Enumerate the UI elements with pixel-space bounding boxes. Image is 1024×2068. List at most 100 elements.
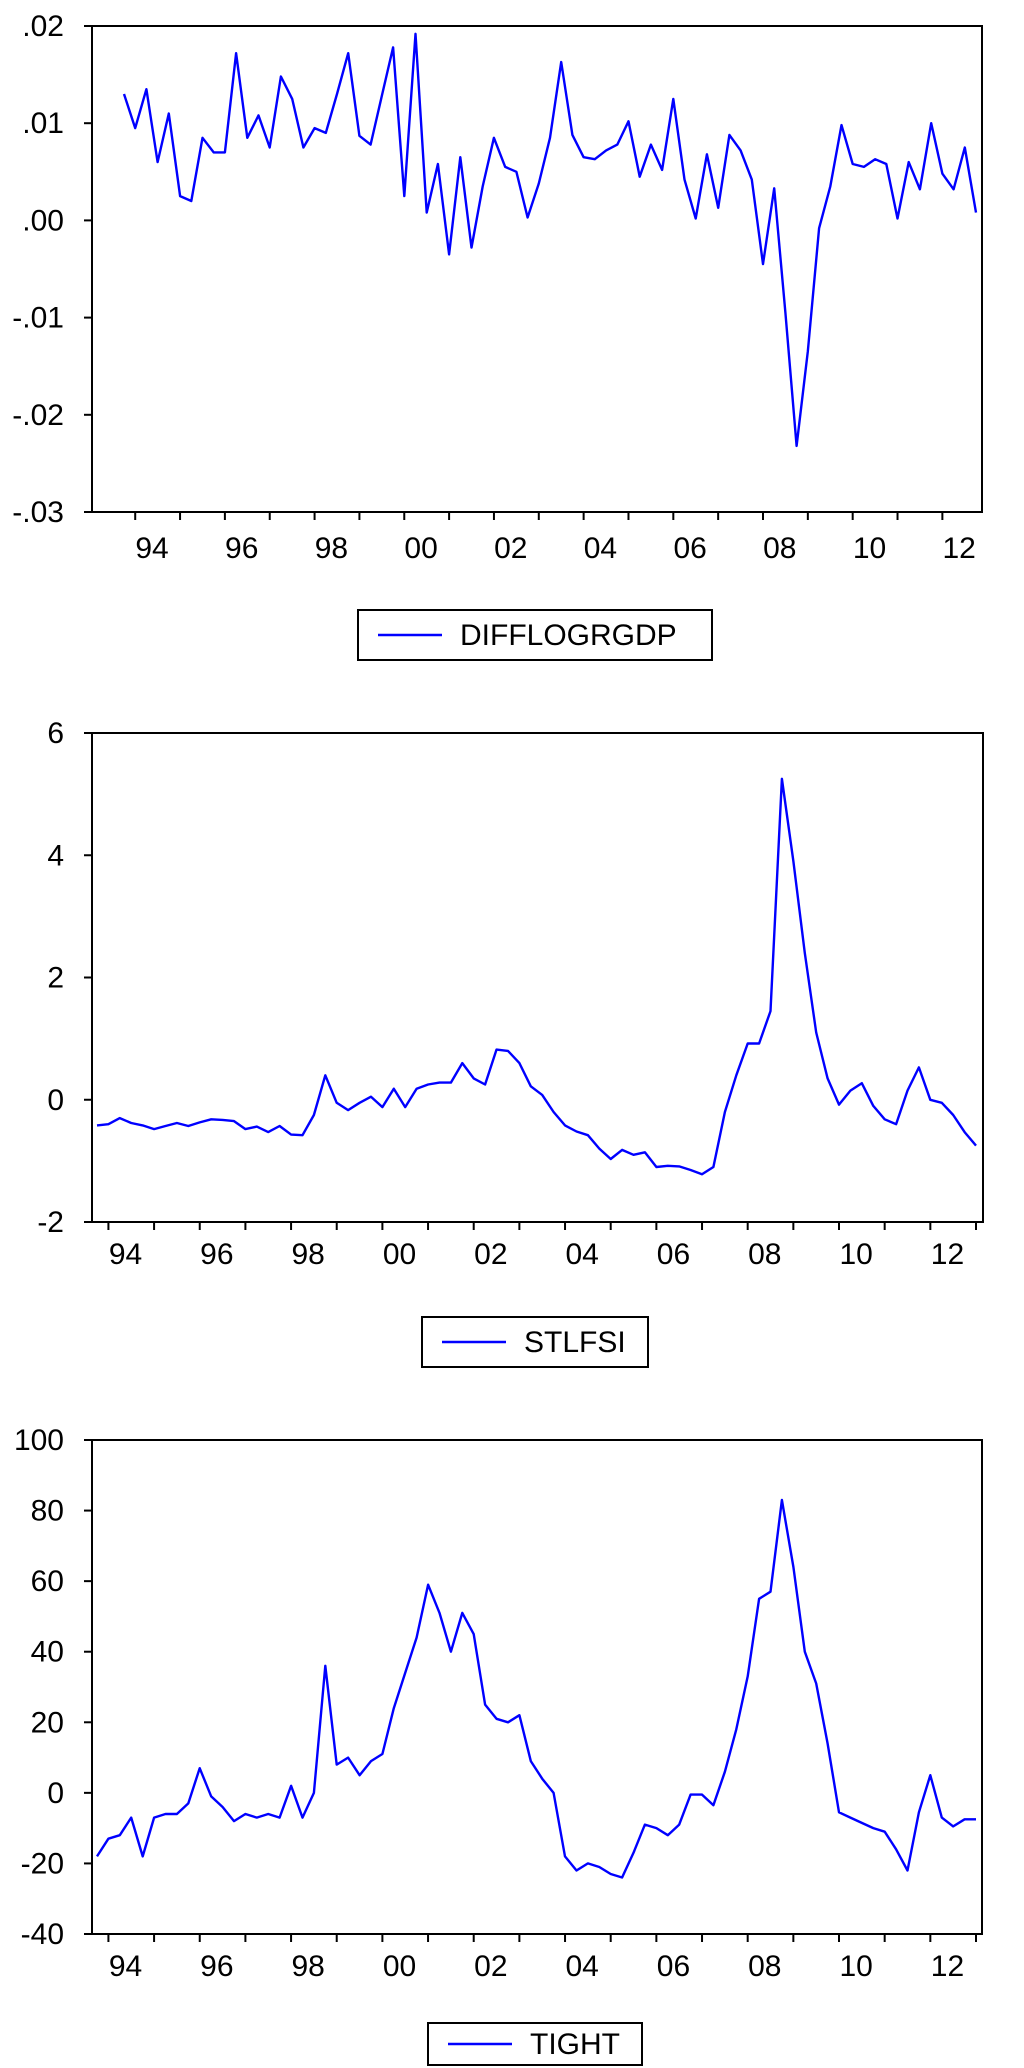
data-point xyxy=(941,1102,943,1104)
data-point xyxy=(199,1767,201,1769)
y-tick-label: 6 xyxy=(47,717,64,750)
data-point xyxy=(530,1760,532,1762)
data-point xyxy=(507,1721,509,1723)
data-point xyxy=(427,1583,429,1585)
data-point xyxy=(587,1862,589,1864)
data-point xyxy=(96,1855,98,1857)
legend-label: DIFFLOGRGDP xyxy=(460,619,677,652)
data-point xyxy=(358,1774,360,1776)
data-point xyxy=(403,195,405,197)
data-point xyxy=(575,1130,577,1132)
x-tick-label: 04 xyxy=(565,1238,598,1271)
data-point xyxy=(861,1082,863,1084)
y-tick-label: .00 xyxy=(22,204,64,237)
data-point xyxy=(381,1106,383,1108)
data-point xyxy=(883,1118,885,1120)
data-point xyxy=(541,1778,543,1780)
data-point xyxy=(459,156,461,158)
data-point xyxy=(610,1873,612,1875)
data-point xyxy=(358,135,360,137)
data-point xyxy=(667,1834,669,1836)
data-point xyxy=(717,207,719,209)
y-tick-label: 2 xyxy=(47,962,64,995)
data-point xyxy=(896,217,898,219)
data-point xyxy=(404,1672,406,1674)
data-point xyxy=(538,182,540,184)
data-point xyxy=(119,1834,121,1836)
data-point xyxy=(621,1149,623,1151)
data-point xyxy=(415,1088,417,1090)
data-point xyxy=(804,1651,806,1653)
data-point xyxy=(807,350,809,352)
y-tick-label: .01 xyxy=(22,107,64,140)
data-point xyxy=(952,1825,954,1827)
data-point xyxy=(751,178,753,180)
data-point xyxy=(123,93,125,95)
data-point xyxy=(667,1165,669,1167)
data-point xyxy=(758,1042,760,1044)
data-point xyxy=(952,188,954,190)
data-point xyxy=(735,1074,737,1076)
x-tick-label: 98 xyxy=(315,532,348,565)
data-point xyxy=(358,1102,360,1104)
data-point xyxy=(930,122,932,124)
data-point xyxy=(450,1651,452,1653)
y-tick-label: 80 xyxy=(31,1495,64,1528)
data-point xyxy=(347,52,349,54)
x-tick-label: 06 xyxy=(657,1950,690,1983)
x-tick-label: 10 xyxy=(839,1238,872,1271)
chart-tight: 100 80 60 40 20 0 -20 -40 94 96 98 00 02 04 06 08 10 12 TI… xyxy=(14,1424,983,2066)
data-point xyxy=(815,1031,817,1033)
legend-label: TIGHT xyxy=(530,2028,620,2061)
data-point xyxy=(587,1134,589,1136)
y-tick-label: 20 xyxy=(31,1706,64,1739)
data-point xyxy=(701,1793,703,1795)
data-point xyxy=(415,1636,417,1638)
data-point xyxy=(963,1818,965,1820)
data-point xyxy=(495,1048,497,1050)
data-point xyxy=(838,1811,840,1813)
legend: TIGHT xyxy=(427,2022,643,2066)
data-point xyxy=(493,137,495,139)
chart-stlfsi: 6 4 2 0 -2 94 96 98 00 02 04 06 08 10 12 STLFSI xyxy=(37,717,984,1368)
data-point xyxy=(689,1793,691,1795)
data-point xyxy=(425,211,427,213)
data-point xyxy=(672,98,674,100)
data-point xyxy=(644,1823,646,1825)
data-point xyxy=(461,1612,463,1614)
data-point xyxy=(849,1816,851,1818)
data-point xyxy=(541,1094,543,1096)
x-tick-label: 04 xyxy=(584,532,617,565)
data-point xyxy=(504,166,506,168)
y-tick-label: -.01 xyxy=(12,302,64,335)
data-point xyxy=(781,1499,783,1501)
data-point xyxy=(689,1169,691,1171)
y-tick-label: -.03 xyxy=(12,496,64,529)
x-tick-label: 12 xyxy=(931,1238,964,1271)
data-point xyxy=(885,163,887,165)
data-point xyxy=(712,1166,714,1168)
data-point xyxy=(964,146,966,148)
data-point xyxy=(235,52,237,54)
data-point xyxy=(929,1099,931,1101)
data-point xyxy=(598,1866,600,1868)
x-tick-label: 98 xyxy=(292,1950,325,1983)
x-tick-label: 96 xyxy=(225,532,258,565)
data-point xyxy=(267,1131,269,1133)
data-point xyxy=(302,146,304,148)
x-tick-label: 00 xyxy=(383,1238,416,1271)
data-point xyxy=(678,1823,680,1825)
data-point xyxy=(582,156,584,158)
data-point xyxy=(929,1774,931,1776)
data-point xyxy=(381,95,383,97)
data-point xyxy=(975,1818,977,1820)
data-point xyxy=(840,124,842,126)
x-tick-label: 96 xyxy=(200,1950,233,1983)
data-point xyxy=(336,1102,338,1104)
data-point xyxy=(153,1816,155,1818)
data-point xyxy=(769,1591,771,1593)
y-tick-label: 60 xyxy=(31,1565,64,1598)
data-point xyxy=(564,1124,566,1126)
data-point xyxy=(655,1166,657,1168)
data-point xyxy=(919,188,921,190)
